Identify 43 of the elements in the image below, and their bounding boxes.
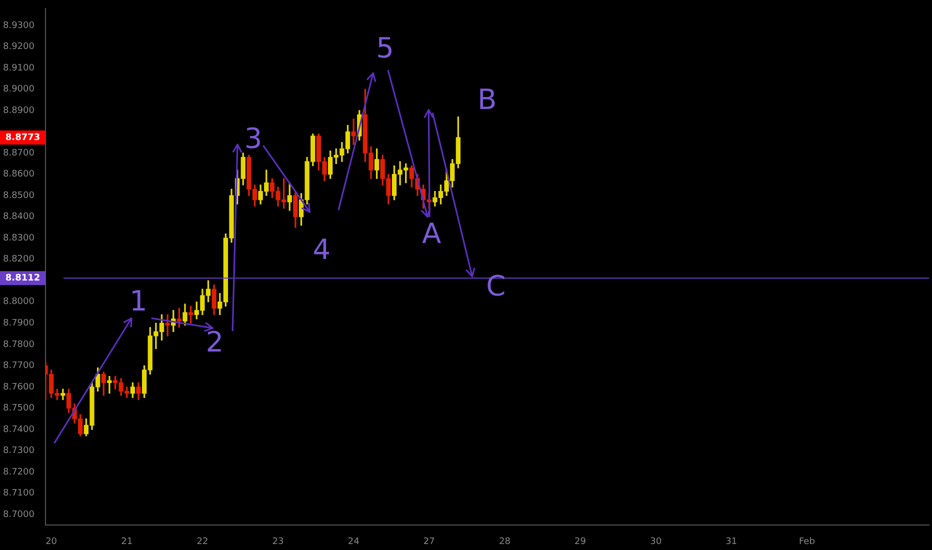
y-tick-label: 8.9100 — [2, 63, 35, 74]
text: 8.8773 — [5, 132, 40, 143]
x-tick-label: 30 — [650, 536, 662, 547]
y-tick-label: 8.7000 — [2, 510, 35, 520]
annotation: 2 — [206, 325, 224, 358]
annotation: A — [422, 217, 442, 250]
y-tick-label: 8.9300 — [2, 20, 35, 31]
y-tick-label: 8.7300 — [2, 446, 35, 456]
y-tick-label: 8.8000 — [2, 297, 35, 308]
y-tick-label: 8.7100 — [2, 488, 35, 499]
annotation: B — [477, 83, 497, 116]
annotation: 3 — [244, 122, 262, 155]
y-tick-label: 8.8500 — [2, 190, 35, 201]
x-tick-label: 28 — [498, 536, 511, 547]
x-tick-label: 24 — [348, 536, 360, 547]
y-tick-label: 8.8400 — [2, 212, 35, 222]
x-tick-label: 21 — [121, 536, 133, 547]
x-tick-label: 31 — [726, 536, 738, 547]
annotation: 5 — [376, 32, 394, 65]
x-tick-label: 20 — [46, 536, 58, 547]
x-tick-label: 22 — [196, 536, 208, 547]
y-tick-label: 8.9200 — [2, 42, 35, 52]
y-tick-label: 8.7900 — [2, 318, 35, 329]
y-tick-label: 8.7700 — [2, 361, 35, 372]
x-tick-label: 23 — [272, 536, 284, 547]
y-tick-label: 8.7400 — [2, 424, 35, 435]
y-tick-label: 8.8700 — [2, 148, 35, 158]
ref-line-label: 8.8112 — [5, 273, 40, 284]
y-tick-label: 8.8300 — [2, 233, 35, 244]
x-tick-label: Feb — [798, 536, 816, 547]
y-tick-label: 8.7500 — [2, 404, 35, 414]
y-tick-label: 8.7200 — [2, 467, 35, 478]
y-tick-label: 8.7800 — [2, 340, 35, 350]
x-tick-label: 27 — [423, 536, 435, 547]
y-tick-label: 8.8200 — [2, 254, 35, 265]
y-tick-label: 8.8900 — [2, 106, 35, 116]
y-tick-label: 8.8600 — [2, 170, 35, 180]
y-tick-label: 8.9000 — [2, 84, 35, 95]
annotation: 1 — [130, 284, 148, 318]
x-tick-label: 29 — [574, 536, 586, 547]
y-tick-label: 8.7600 — [2, 382, 35, 392]
annotation: 4 — [312, 232, 331, 266]
annotation: C — [486, 270, 506, 303]
